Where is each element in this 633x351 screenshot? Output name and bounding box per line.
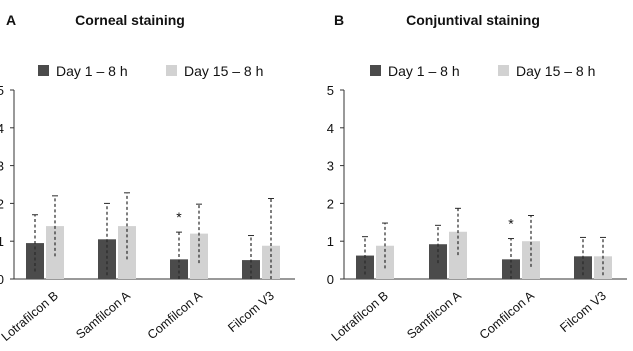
y-tick-label: 5 xyxy=(327,83,334,98)
legend-label: Day 15 – 8 h xyxy=(184,63,263,79)
significance-marker: * xyxy=(176,209,182,225)
bar xyxy=(242,260,260,279)
y-tick-label: 0 xyxy=(327,272,334,287)
legend-label: Day 1 – 8 h xyxy=(388,63,460,79)
chart-panel-a: A Corneal staining Day 1 – 8 h Day 15 – 8 h… xyxy=(0,12,295,344)
legend-swatch xyxy=(166,65,177,76)
y-tick-label: 0 xyxy=(0,272,4,287)
y-tick-label: 3 xyxy=(0,159,4,174)
chart-panel-b: B Conjuntival staining Day 1 – 8 h Day 15 –… xyxy=(327,12,627,344)
legend-label: Day 15 – 8 h xyxy=(516,63,595,79)
y-tick-label: 1 xyxy=(0,234,4,249)
y-tick-label: 2 xyxy=(0,196,4,211)
x-tick-label: Lotrafilcon B xyxy=(0,289,61,344)
x-tick-label: Filcom V3 xyxy=(225,289,277,335)
bar xyxy=(26,243,44,279)
bar xyxy=(170,259,188,279)
legend-label: Day 1 – 8 h xyxy=(56,63,128,79)
legend-swatch xyxy=(370,65,381,76)
legend-swatch xyxy=(38,65,49,76)
legend-swatch xyxy=(498,65,509,76)
x-tick-label: Samfilcon A xyxy=(73,288,133,342)
y-tick-label: 2 xyxy=(327,196,334,211)
bar xyxy=(449,231,467,279)
x-tick-label: Filcom V3 xyxy=(557,289,609,335)
bar xyxy=(502,259,520,279)
panel-letter: B xyxy=(334,12,344,28)
y-tick-label: 3 xyxy=(327,159,334,174)
bar xyxy=(46,226,64,279)
chart-title: Corneal staining xyxy=(75,12,185,28)
x-tick-label: Samfilcon A xyxy=(404,288,464,342)
bar xyxy=(98,239,116,279)
significance-marker: * xyxy=(508,216,514,232)
x-tick-label: Comfilcon A xyxy=(145,288,206,342)
chart-title: Conjuntival staining xyxy=(406,12,540,28)
panel-letter: A xyxy=(6,12,16,28)
y-tick-label: 4 xyxy=(0,121,4,136)
x-tick-label: Lotrafilcon B xyxy=(329,289,391,344)
x-tick-label: Comfilcon A xyxy=(477,288,538,342)
y-tick-label: 4 xyxy=(327,121,334,136)
y-tick-label: 5 xyxy=(0,83,4,98)
y-tick-label: 1 xyxy=(327,234,334,249)
